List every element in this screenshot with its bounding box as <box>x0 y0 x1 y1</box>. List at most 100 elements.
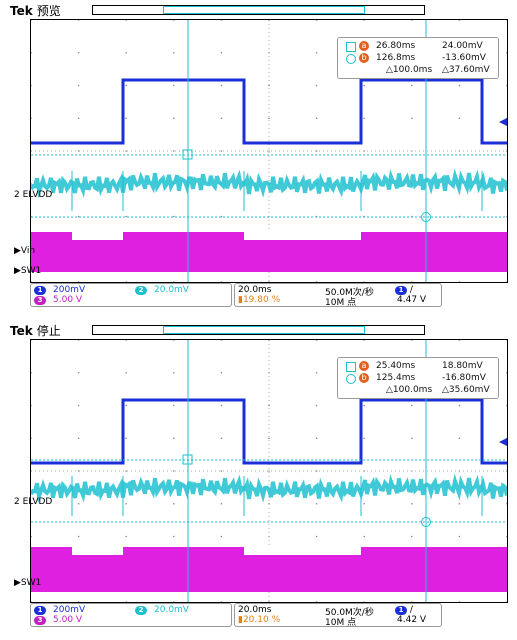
cursor-a-square-icon <box>182 454 193 465</box>
grid-dot <box>220 340 223 341</box>
ch2-noise-trace <box>31 168 507 199</box>
grid-dot <box>125 117 127 120</box>
grid-dot <box>125 601 127 602</box>
grid-dot <box>220 51 223 54</box>
ch1-offset-arrow-icon <box>499 438 507 446</box>
ch1-pulse-trace <box>31 78 507 145</box>
cursor-delta-readout: △100.0ms △35.60mV <box>386 385 490 395</box>
grid-dot <box>220 117 223 120</box>
grid-dot <box>173 117 175 120</box>
record-overview-bar[interactable] <box>92 5 425 15</box>
grid-dot <box>458 601 461 602</box>
grid-dot <box>31 502 32 505</box>
square-cursor-icon <box>346 362 356 372</box>
grid-dot <box>315 601 318 602</box>
grid-dot <box>268 84 270 87</box>
grid-dot <box>411 437 413 440</box>
scope-header: Tek 停止 <box>0 320 517 338</box>
grid-dot <box>411 84 413 87</box>
grid-dot <box>411 20 413 21</box>
grid-dot <box>411 117 413 120</box>
cursor-readout-panel: a 25.40ms 18.80mV b 125.4ms -16.80mV △100.… <box>337 357 499 399</box>
grid-dot <box>506 215 507 218</box>
grid-dot <box>506 404 507 407</box>
grid-dot <box>363 84 366 87</box>
ch1-scale: 200mV <box>53 605 86 615</box>
grid-dot <box>268 281 270 282</box>
channel-scales-panel[interactable]: 1 200mV 2 20.0mV 3 5.00 V <box>30 603 232 627</box>
grid-dot <box>458 437 461 440</box>
grid-dot <box>77 150 80 152</box>
status-footer: 1 200mV 2 20.0mV 3 5.00 V 20.0ms ▮20.10 … <box>0 603 517 628</box>
circle-cursor-icon <box>346 54 356 64</box>
grid-dot <box>315 404 318 407</box>
ch2-label: 2 ELVDD <box>14 190 53 200</box>
ch4-sw1-label: ▶SW1 <box>14 266 42 276</box>
grid-dot <box>31 281 32 282</box>
grid-dot <box>411 502 413 505</box>
ch1-offset-arrow-icon <box>499 118 507 126</box>
grid-dot <box>363 281 365 282</box>
square-cursor-icon <box>346 42 356 52</box>
channel-scales-panel[interactable]: 1 200mV 2 20.0mV 3 5.00 V <box>30 283 232 307</box>
grid-dot <box>31 601 32 602</box>
trigger-position: ▮20.10 % <box>238 615 281 625</box>
acquisition-state: 停止 <box>36 324 61 338</box>
grid-dot <box>173 535 175 538</box>
grid-dot <box>173 150 175 152</box>
grid-dot <box>173 404 175 407</box>
timebase-panel[interactable]: 20.0ms ▮20.10 % 50.0M次/秒 10M 点 1 ∕ 4.42 … <box>234 603 442 628</box>
grid-dot <box>220 601 223 602</box>
grid-dot <box>315 502 318 505</box>
grid-dot <box>173 437 175 440</box>
status-footer: 1 200mV 2 20.0mV 3 5.00 V 20.0ms ▮19.80 … <box>0 283 517 308</box>
grid-dot <box>77 215 80 218</box>
grid-dot <box>506 470 507 472</box>
grid-dot <box>77 470 80 472</box>
grid-dot <box>268 404 270 407</box>
grid-dot <box>77 340 80 341</box>
grid-dot <box>411 535 413 538</box>
grid-dot <box>268 117 270 120</box>
grid-dot <box>125 51 127 54</box>
record-overview-bar[interactable] <box>92 325 425 335</box>
timebase-value: 20.0ms <box>238 285 272 295</box>
grid-dot <box>77 281 80 282</box>
grid-dot <box>363 601 365 602</box>
grid-dot <box>125 84 127 87</box>
grid-dot <box>506 371 507 374</box>
grid-dot <box>506 281 507 282</box>
trigger-source-badge: 1 <box>395 606 407 615</box>
grid-dot <box>220 20 223 21</box>
scope-header: Tek 预览 <box>0 0 517 18</box>
record-view-window[interactable] <box>163 326 365 334</box>
grid-dot <box>458 20 461 21</box>
grid-dot <box>220 470 223 472</box>
ch2-badge: 2 <box>135 606 147 615</box>
grid-dot <box>77 371 80 374</box>
grid-dot <box>458 535 461 538</box>
timebase-panel[interactable]: 20.0ms ▮19.80 % 50.0M次/秒 10M 点 1 ∕ 4.47 … <box>234 283 442 308</box>
grid-dot <box>125 215 127 218</box>
grid-dot <box>125 371 127 374</box>
ch2-badge: 2 <box>135 286 147 295</box>
grid-dot <box>125 535 127 538</box>
record-view-window[interactable] <box>163 6 365 14</box>
grid-dot <box>77 535 80 538</box>
grid-dot <box>315 84 318 87</box>
grid-dot <box>363 404 366 407</box>
cursor-a-readout: a 26.80ms 24.00mV <box>342 41 498 54</box>
grid-dot <box>77 20 80 21</box>
grid-dot <box>77 601 80 602</box>
grid-dot <box>315 340 318 341</box>
grid-dot <box>411 340 413 341</box>
waveform-display[interactable] <box>30 19 508 283</box>
grid-dot <box>315 150 318 152</box>
grid-dot <box>458 84 461 87</box>
cursor-b-readout: b 126.8ms -13.60mV <box>342 53 498 66</box>
grid-dot <box>77 437 80 440</box>
grid-dot <box>173 601 175 602</box>
grid-dot <box>125 404 127 407</box>
grid-dot <box>315 535 318 538</box>
grid-dot <box>363 502 366 505</box>
